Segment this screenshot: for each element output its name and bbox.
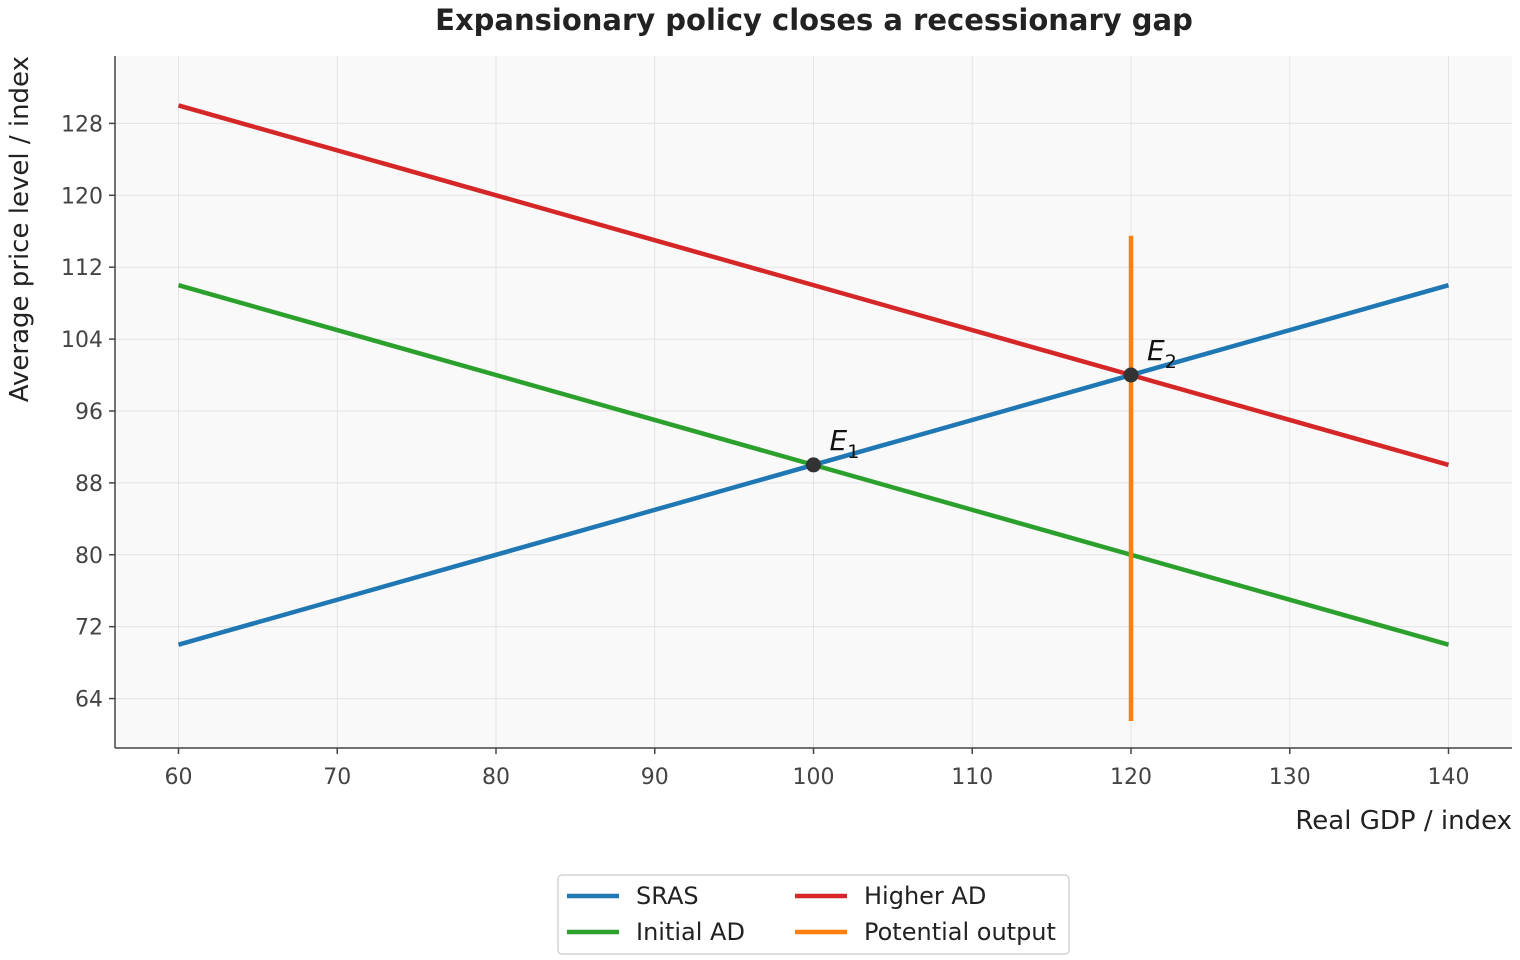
y-tick-label: 88 (75, 472, 103, 497)
grid (115, 56, 1512, 748)
equilibrium-points: E1 E2 (806, 334, 1177, 473)
x-tick-label: 110 (951, 765, 993, 790)
axis-ticks: 60 70 80 90 100 110 120 130 140 64 72 80 88 96 104 112 1… (61, 112, 1470, 790)
x-tick-label: 100 (793, 765, 835, 790)
y-tick-label: 104 (61, 328, 103, 353)
x-tick-label: 60 (165, 765, 193, 790)
x-axis-label: Real GDP / index (1295, 806, 1512, 836)
legend-label: Higher AD (864, 882, 986, 910)
legend-box (557, 874, 1070, 955)
y-tick-label: 120 (61, 184, 103, 209)
equilibrium-point (806, 457, 821, 473)
y-tick-label: 64 (75, 688, 103, 713)
legend-items: SRAS Initial AD Higher AD Potential output (567, 882, 1056, 946)
x-tick-label: 90 (641, 765, 669, 790)
legend-label: Initial AD (636, 918, 745, 946)
y-tick-label: 72 (75, 616, 103, 641)
y-tick-label: 112 (61, 256, 103, 281)
y-tick-label: 96 (75, 400, 103, 425)
y-tick-label: 80 (75, 544, 103, 569)
legend: SRAS Initial AD Higher AD Potential output (557, 874, 1070, 955)
y-axis-label: Average price level / index (5, 56, 35, 402)
x-tick-label: 130 (1269, 765, 1311, 790)
equilibrium-label: E1 (830, 424, 860, 463)
x-tick-label: 70 (323, 765, 351, 790)
x-tick-label: 120 (1110, 765, 1152, 790)
equilibrium-label: E2 (1147, 334, 1177, 373)
chart-title: Expansionary policy closes a recessionar… (435, 3, 1193, 37)
legend-label: Potential output (864, 918, 1056, 946)
legend-label: SRAS (636, 882, 699, 910)
y-tick-label: 128 (61, 112, 103, 137)
x-tick-label: 80 (482, 765, 510, 790)
series-line-higher-ad (177, 103, 1450, 468)
equilibrium-point (1123, 367, 1139, 383)
x-tick-label: 140 (1428, 765, 1470, 790)
